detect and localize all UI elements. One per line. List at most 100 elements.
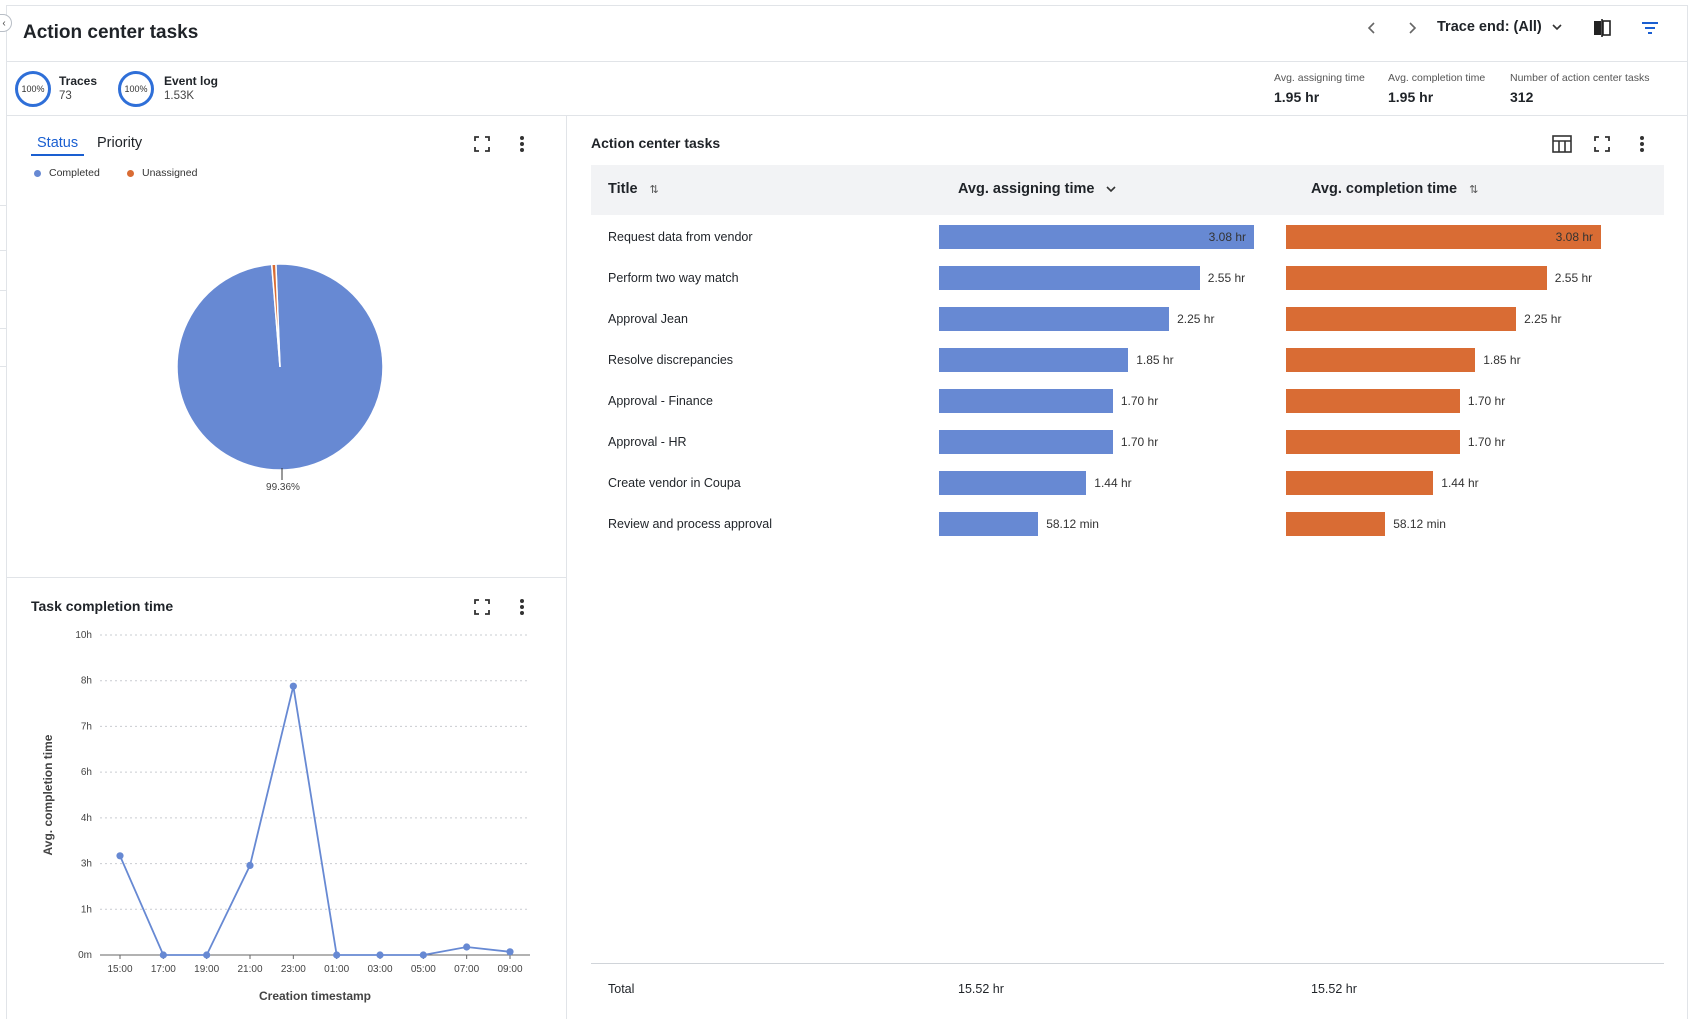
- pie-slice-completed[interactable]: [176, 263, 384, 471]
- assigning-time-label: 1.70 hr: [1120, 435, 1159, 449]
- more-options-button[interactable]: [1632, 134, 1652, 154]
- table-row-title[interactable]: Request data from vendor: [608, 230, 753, 244]
- sort-descending-icon: [1106, 186, 1117, 193]
- next-button[interactable]: [1402, 17, 1422, 39]
- total-label: Total: [608, 982, 635, 996]
- data-point[interactable]: [246, 861, 254, 869]
- x-tick-label: 19:00: [194, 964, 219, 975]
- assigning-time-bar[interactable]: [939, 389, 1113, 413]
- kpi-avg-assigning-label: Avg. assigning time: [1274, 72, 1365, 84]
- more-vertical-icon: [520, 136, 524, 152]
- data-point[interactable]: [506, 948, 514, 956]
- left-edge-mark: [0, 205, 6, 206]
- table-row-title[interactable]: Approval - HR: [608, 435, 687, 449]
- x-axis-title: Creation timestamp: [259, 989, 371, 1003]
- previous-button[interactable]: [1362, 17, 1382, 39]
- data-point[interactable]: [289, 682, 297, 690]
- assigning-time-bar[interactable]: [939, 307, 1170, 331]
- tab-priority[interactable]: Priority: [97, 135, 143, 151]
- more-options-button[interactable]: [512, 134, 532, 154]
- more-options-button[interactable]: [512, 597, 532, 617]
- kpi-task-count-label: Number of action center tasks: [1510, 72, 1650, 84]
- completion-time-bar[interactable]: [1286, 430, 1460, 454]
- kpi-avg-assigning-value: 1.95 hr: [1274, 89, 1320, 105]
- data-point[interactable]: [463, 943, 471, 951]
- table-row-title[interactable]: Perform two way match: [608, 271, 739, 285]
- table-row-title[interactable]: Resolve discrepancies: [608, 353, 734, 367]
- completion-time-label: 1.85 hr: [1483, 353, 1521, 367]
- assigning-time-label: 2.25 hr: [1177, 312, 1215, 326]
- assigning-time-label: 58.12 min: [1046, 517, 1099, 531]
- total-divider: [591, 963, 1664, 964]
- left-edge-mark: [0, 328, 6, 329]
- completion-time-bar[interactable]: [1286, 307, 1517, 331]
- assigning-time-bar[interactable]: [939, 430, 1113, 454]
- table-row-title[interactable]: Approval Jean: [608, 312, 688, 326]
- event-log-value: 1.53K: [164, 90, 195, 102]
- kpi-avg-completion-value: 1.95 hr: [1388, 89, 1434, 105]
- compare-button[interactable]: [1590, 17, 1614, 39]
- column-header-avg-completion[interactable]: Avg. completion time ⇅: [1311, 181, 1478, 197]
- completion-time-label: 1.44 hr: [1441, 476, 1479, 490]
- expand-button[interactable]: [472, 134, 492, 154]
- x-tick-label: 01:00: [324, 964, 349, 975]
- right-border: [1687, 6, 1688, 1019]
- column-header-avg-assigning[interactable]: Avg. assigning time: [958, 181, 1117, 197]
- y-axis-title: Avg. completion time: [41, 734, 55, 855]
- data-point[interactable]: [376, 951, 384, 959]
- assigning-time-bar[interactable]: [939, 471, 1087, 495]
- x-tick-label: 21:00: [237, 964, 262, 975]
- x-tick-label: 05:00: [411, 964, 436, 975]
- more-vertical-icon: [520, 599, 524, 615]
- chevron-down-icon: [1552, 24, 1562, 31]
- y-tick-label: 3h: [81, 859, 92, 870]
- table-row-title[interactable]: Approval - Finance: [608, 394, 713, 408]
- legend-completed-swatch: [34, 169, 41, 177]
- column-header-title[interactable]: Title ⇅: [608, 181, 659, 197]
- assigning-time-bar[interactable]: [939, 512, 1039, 536]
- assigning-time-bar[interactable]: [939, 225, 1254, 249]
- line-chart-title: Task completion time: [31, 598, 174, 614]
- data-point[interactable]: [333, 951, 341, 959]
- traces-label: Traces: [59, 74, 98, 88]
- task-completion-line-chart: 0m 1h 3h 4h 6h 7h 8h 10h 15:00 17:00 19:00 21:00 23:…: [41, 630, 530, 1003]
- chevron-left-icon: [1367, 22, 1375, 34]
- panel-divider: [6, 577, 566, 578]
- legend-completed-label: Completed: [49, 167, 100, 179]
- completion-time-bar[interactable]: [1286, 389, 1460, 413]
- table-view-button[interactable]: [1552, 134, 1572, 154]
- page-title: Action center tasks: [23, 22, 199, 43]
- expand-button[interactable]: [472, 597, 492, 617]
- left-edge-mark: [0, 290, 6, 291]
- completion-time-bar[interactable]: [1286, 471, 1434, 495]
- table-header: Title ⇅ Avg. assigning time Avg. complet…: [591, 165, 1664, 215]
- tab-status[interactable]: Status: [31, 135, 85, 156]
- table-row-title[interactable]: Review and process approval: [608, 517, 772, 531]
- completion-time-bar[interactable]: [1286, 348, 1476, 372]
- expand-button[interactable]: [1592, 134, 1612, 154]
- compare-icon: [1594, 19, 1611, 37]
- expand-icon: [1594, 136, 1610, 152]
- x-tick-label: 03:00: [367, 964, 392, 975]
- y-tick-label: 10h: [75, 630, 92, 641]
- completion-time-label: 2.25 hr: [1524, 312, 1562, 326]
- table-row-title[interactable]: Create vendor in Coupa: [608, 476, 741, 490]
- completion-time-bar[interactable]: [1286, 225, 1601, 249]
- completion-time-label: 58.12 min: [1393, 517, 1446, 531]
- x-tick-label: 17:00: [151, 964, 176, 975]
- table-panel-title: Action center tasks: [591, 135, 721, 151]
- kpi-avg-completion-label: Avg. completion time: [1388, 72, 1486, 84]
- completion-time-label: 2.55 hr: [1554, 271, 1593, 285]
- trace-end-dropdown[interactable]: Trace end: (All): [1437, 19, 1562, 35]
- completion-time-bar[interactable]: [1286, 266, 1547, 290]
- completion-time-bar[interactable]: [1286, 512, 1386, 536]
- filter-button[interactable]: [1638, 17, 1662, 39]
- assigning-time-bar[interactable]: [939, 266, 1200, 290]
- data-point[interactable]: [419, 951, 427, 959]
- data-point[interactable]: [116, 852, 124, 860]
- pie-slice-unassigned[interactable]: [270, 263, 281, 368]
- data-point[interactable]: [159, 951, 167, 959]
- data-point[interactable]: [203, 951, 211, 959]
- assigning-time-bar[interactable]: [939, 348, 1129, 372]
